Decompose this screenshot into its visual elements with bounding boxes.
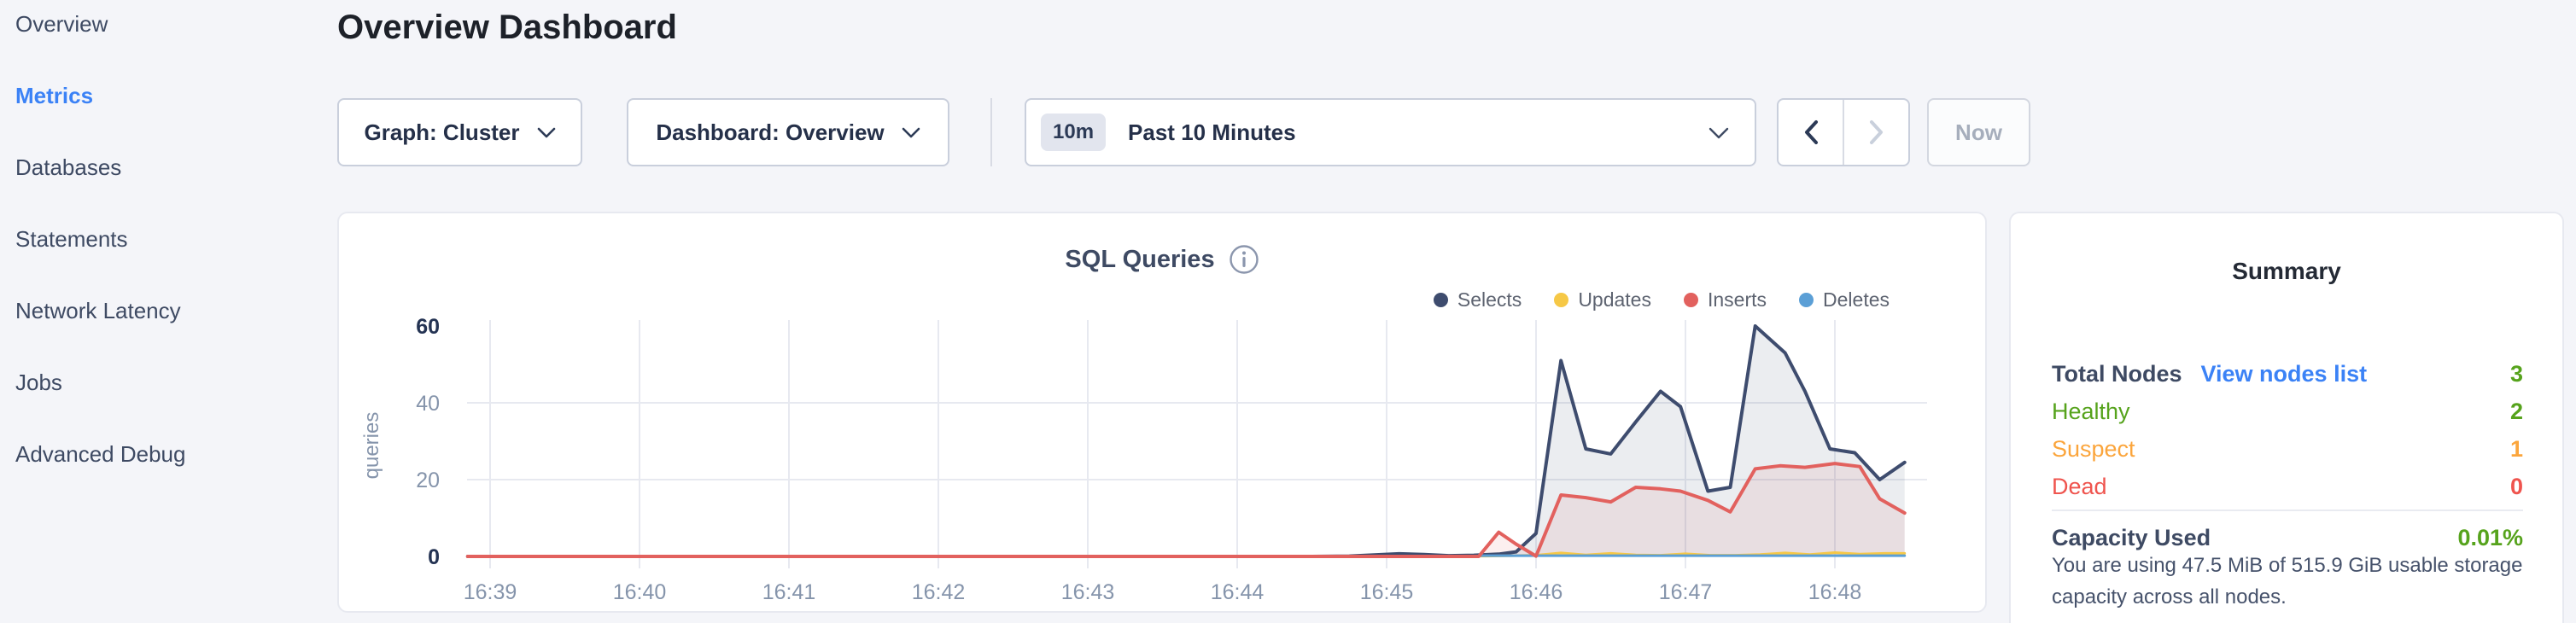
sidebar-item-advanced-debug[interactable]: Advanced Debug xyxy=(15,440,186,467)
svg-text:16:43: 16:43 xyxy=(1061,580,1115,604)
legend-item-inserts[interactable]: Inserts xyxy=(1683,288,1767,312)
sql-queries-chart: 16:39 16:40 16:41 16:42 16:43 16:44 16:45 16:46… xyxy=(360,315,1927,604)
svg-text:16:48: 16:48 xyxy=(1808,580,1862,604)
dashboard-dropdown[interactable]: Dashboard: Overview xyxy=(627,98,949,166)
summary-row-healthy: Healthy 2 xyxy=(2052,398,2523,424)
svg-text:16:45: 16:45 xyxy=(1360,580,1414,604)
suspect-nodes-value: 1 xyxy=(2509,435,2523,462)
inserts-dot-icon xyxy=(1683,293,1698,307)
capacity-description: You are using 47.5 MiB of 515.9 GiB usab… xyxy=(2052,554,2523,608)
legend-item-selects[interactable]: Selects xyxy=(1433,288,1522,312)
svg-text:16:46: 16:46 xyxy=(1510,580,1563,604)
controls-row: Graph: Cluster Dashboard: Overview 10m P… xyxy=(337,98,2030,166)
summary-row-suspect: Suspect 1 xyxy=(2052,435,2523,462)
summary-title: Summary xyxy=(2232,258,2341,284)
summary-row-dead: Dead 0 xyxy=(2052,473,2523,499)
page-title: Overview Dashboard xyxy=(337,9,677,46)
sidebar-item-jobs[interactable]: Jobs xyxy=(15,369,62,395)
controls-divider xyxy=(990,98,992,166)
dead-nodes-value: 0 xyxy=(2509,473,2523,499)
chevron-down-icon xyxy=(902,127,920,137)
sidebar-item-metrics[interactable]: Metrics xyxy=(15,82,94,108)
time-window-badge: 10m xyxy=(1041,114,1107,151)
chevron-down-icon xyxy=(1709,127,1729,139)
summary-row-capacity: Capacity Used 0.01% xyxy=(2052,524,2523,550)
summary-row-total-nodes: Total Nodes View nodes list 3 xyxy=(2052,360,2523,387)
svg-text:16:42: 16:42 xyxy=(912,580,966,604)
svg-text:queries: queries xyxy=(360,412,383,480)
chart-header: SQL Queries xyxy=(339,244,1985,275)
view-nodes-list-link[interactable]: View nodes list xyxy=(2200,360,2368,387)
svg-text:16:47: 16:47 xyxy=(1659,580,1713,604)
svg-text:16:39: 16:39 xyxy=(464,580,517,604)
time-step-back-button[interactable] xyxy=(1779,100,1844,165)
svg-text:16:44: 16:44 xyxy=(1211,580,1265,604)
svg-text:60: 60 xyxy=(416,315,440,339)
time-step-buttons xyxy=(1777,98,1910,166)
chart-legend: Selects Updates Inserts Deletes xyxy=(1433,288,1890,312)
legend-item-updates[interactable]: Updates xyxy=(1554,288,1651,312)
chevron-right-icon xyxy=(1869,120,1883,144)
chevron-left-icon xyxy=(1804,120,1818,144)
sidebar-item-network-latency[interactable]: Network Latency xyxy=(15,297,181,323)
sidebar-item-statements[interactable]: Statements xyxy=(15,225,128,252)
svg-text:0: 0 xyxy=(428,545,440,569)
svg-text:40: 40 xyxy=(416,392,440,416)
graph-scope-dropdown[interactable]: Graph: Cluster xyxy=(337,98,582,166)
capacity-used-value: 0.01% xyxy=(2457,524,2523,550)
deletes-dot-icon xyxy=(1799,293,1814,307)
selects-dot-icon xyxy=(1433,293,1448,307)
sidebar-item-databases[interactable]: Databases xyxy=(15,154,122,180)
svg-text:16:40: 16:40 xyxy=(613,580,667,604)
updates-dot-icon xyxy=(1554,293,1569,307)
time-step-forward-button[interactable] xyxy=(1844,100,1908,165)
summary-divider xyxy=(2052,509,2523,511)
svg-text:20: 20 xyxy=(416,469,440,492)
sidebar: Overview Metrics Databases Statements Ne… xyxy=(0,0,335,623)
summary-panel: Summary Total Nodes View nodes list 3 He… xyxy=(2009,212,2564,623)
chart-title: SQL Queries xyxy=(1065,245,1215,273)
now-button[interactable]: Now xyxy=(1927,98,2030,166)
time-window-select[interactable]: 10m Past 10 Minutes xyxy=(1025,98,1756,166)
sidebar-item-overview[interactable]: Overview xyxy=(15,10,108,37)
total-nodes-value: 3 xyxy=(2509,360,2523,387)
sidebar-nav: Overview Metrics Databases Statements Ne… xyxy=(0,0,335,490)
chevron-down-icon xyxy=(537,127,555,137)
info-icon[interactable] xyxy=(1229,244,1259,275)
main-content: Overview Dashboard Graph: Cluster Dashbo… xyxy=(335,0,2576,623)
healthy-nodes-value: 2 xyxy=(2509,398,2523,424)
legend-item-deletes[interactable]: Deletes xyxy=(1799,288,1890,312)
svg-text:16:41: 16:41 xyxy=(762,580,816,604)
sql-queries-chart-panel: SQL Queries Selects Updates Inserts Dele… xyxy=(337,212,1987,613)
